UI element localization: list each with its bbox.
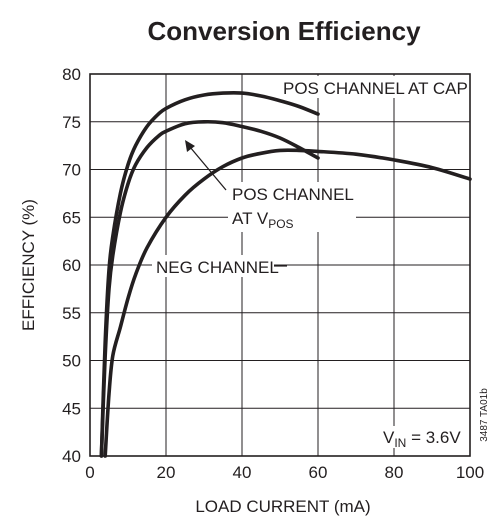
plot-frame [89,73,471,457]
x-axis-label: LOAD CURRENT (mA) [195,497,370,516]
y-tick-label: 50 [62,352,81,371]
series-lines [99,91,472,458]
x-tick-label: 60 [309,463,328,482]
grid [89,73,471,457]
vin-annotation: VIN = 3.6V [383,428,461,450]
y-tick-label: 75 [62,113,81,132]
pos-vpos-arrowhead [185,140,195,152]
y-tick-label: 45 [62,399,81,418]
y-tick-labels: 40 45 50 55 60 65 70 75 80 [62,65,81,466]
x-tick-label: 80 [385,463,404,482]
series-pos-channel-at-vpos [99,119,320,458]
chart-title: Conversion Efficiency [147,16,421,46]
series-pos-channel-at-cap [99,91,320,458]
series-neg-channel [103,148,472,458]
annotation-pos-channel-vpos-line1: POS CHANNEL [232,185,354,204]
y-tick-label: 70 [62,161,81,180]
annotation-neg-channel: NEG CHANNEL [156,258,279,277]
y-axis-label: EFFICIENCY (%) [19,199,38,331]
y-tick-label: 40 [62,447,81,466]
x-tick-label: 100 [456,463,484,482]
pos-vpos-leader [189,146,227,191]
y-tick-label: 60 [62,256,81,275]
x-tick-label: 20 [157,463,176,482]
figure-id: 3487 TA01b [479,388,490,442]
annotation-pos-channel-vpos-line2: AT VPOS [232,209,294,231]
x-tick-label: 0 [85,463,94,482]
y-tick-label: 55 [62,304,81,323]
y-tick-label: 80 [62,65,81,84]
y-tick-label: 65 [62,208,81,227]
annotation-pos-channel-at-cap: POS CHANNEL AT CAP [283,79,468,98]
x-tick-labels: 0 20 40 60 80 100 [85,463,484,482]
x-tick-label: 40 [233,463,252,482]
